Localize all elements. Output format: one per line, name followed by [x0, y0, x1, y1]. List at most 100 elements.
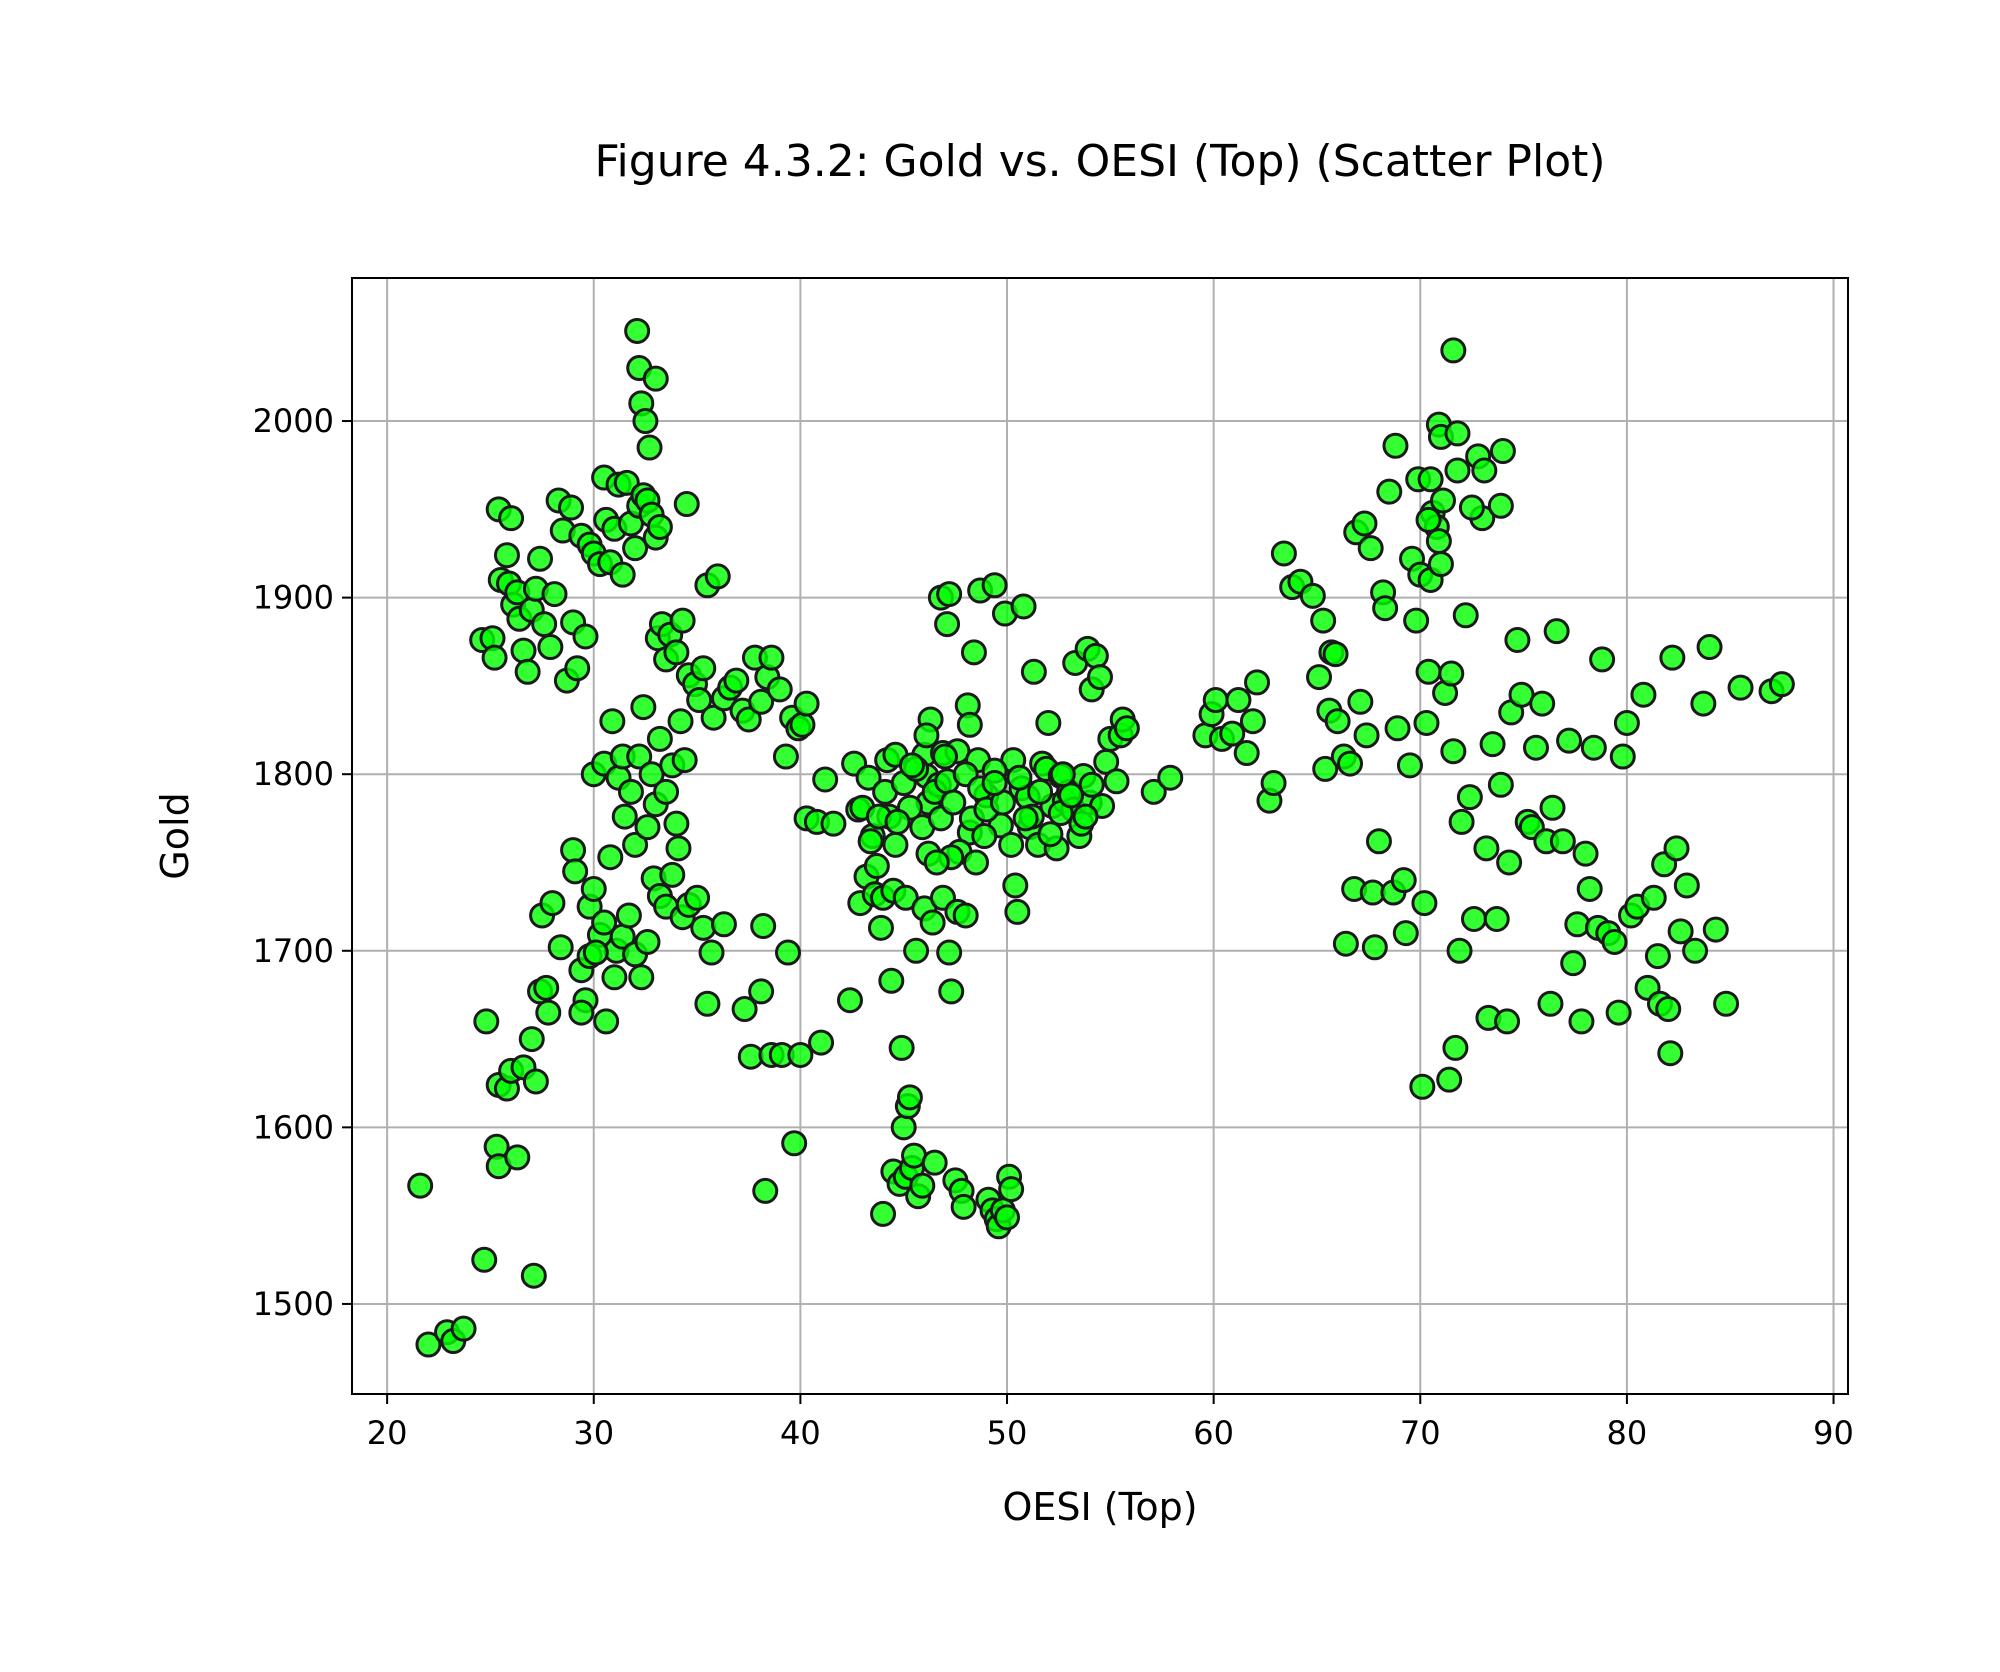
scatter-point [934, 611, 961, 638]
scatter-point [593, 1008, 620, 1035]
scatter-point [952, 902, 979, 929]
scatter-point [626, 743, 653, 770]
scatter-point [1580, 734, 1607, 761]
scatter-point [1572, 840, 1599, 867]
scatter-point [1347, 688, 1374, 715]
scatter-point [774, 939, 801, 966]
scatter-point [1010, 593, 1037, 620]
scatter-point [568, 999, 595, 1026]
scatter-point [1690, 690, 1717, 717]
scatter-point [471, 1246, 498, 1273]
x-axis-label: OESI (Top) [1002, 1485, 1197, 1529]
plot-frame [351, 277, 1849, 1395]
scatter-point [1446, 937, 1473, 964]
scatter-point [690, 914, 717, 941]
scatter-point [1483, 905, 1510, 932]
scatter-point [1372, 595, 1399, 622]
scatter-point [963, 849, 990, 876]
chart-title: Figure 4.3.2: Gold vs. OESI (Top) (Scatt… [594, 136, 1605, 187]
grid [352, 278, 1848, 1394]
scatter-point [1696, 634, 1723, 661]
scatter-point [599, 708, 626, 735]
scatter-point [994, 1204, 1021, 1231]
y-axis-label: Gold [153, 792, 197, 879]
scatter-point [1440, 738, 1467, 765]
scatter-point [1382, 432, 1409, 459]
scatter-point [1427, 551, 1454, 578]
scatter-point [673, 491, 700, 518]
scatter-point [882, 831, 909, 858]
scatter-point [510, 637, 537, 664]
x-tick-label: 40 [780, 1414, 821, 1452]
scatter-point [684, 884, 711, 911]
scatter-point [1659, 644, 1686, 671]
scatter-point [624, 317, 651, 344]
scatter-point [781, 1130, 808, 1157]
scatter-point [896, 1084, 923, 1111]
scatter-point [1322, 641, 1349, 668]
y-tick-label: 1900 [253, 579, 334, 617]
scatter-point [1713, 990, 1740, 1017]
scatter-point [1037, 821, 1064, 848]
scatter-point [1663, 835, 1690, 862]
scatter-point [888, 1034, 915, 1061]
scatter-point [1458, 494, 1485, 521]
scatter-point [1390, 867, 1417, 894]
scatter-point [857, 828, 884, 855]
scatter-point [591, 909, 618, 936]
x-ticks: 20 30 40 50 60 70 80 90 [367, 1394, 1854, 1452]
scatter-point [1002, 872, 1029, 899]
scatter-point [518, 1026, 545, 1053]
scatter-point [533, 974, 560, 1001]
x-tick-label: 20 [367, 1414, 408, 1452]
scatter-point [836, 987, 863, 1014]
scatter-point [1640, 884, 1667, 911]
scatter-point [960, 639, 987, 666]
scatter-point [867, 914, 894, 941]
scatter-point [1219, 720, 1246, 747]
scatter-point [1299, 582, 1326, 609]
scatter-point [748, 688, 775, 715]
scatter-point [1549, 828, 1576, 855]
scatter-point [659, 861, 686, 888]
scatter-point [558, 494, 585, 521]
scatter-point [1487, 492, 1514, 519]
scatter-point [609, 561, 636, 588]
x-tick-label: 30 [573, 1414, 614, 1452]
scatter-point [646, 513, 673, 540]
scatter-point [700, 704, 727, 731]
scatter-point [1576, 875, 1603, 902]
scatter-point [913, 722, 940, 749]
scatter-point [1413, 709, 1440, 736]
scatter-point [1004, 898, 1031, 925]
scatter-point [971, 823, 998, 849]
scatter-point [1560, 950, 1587, 977]
scatter-point [698, 939, 725, 966]
scatter-point [998, 1176, 1025, 1203]
scatter-point [580, 875, 607, 902]
scatter-point [1357, 535, 1384, 562]
scatter-point [998, 831, 1025, 858]
scatter-point [1630, 681, 1657, 708]
x-tick-label: 80 [1607, 1414, 1648, 1452]
scatter-point [1417, 466, 1444, 493]
scatter-point [921, 1149, 948, 1176]
y-tick-label: 1600 [253, 1108, 334, 1146]
y-tick-label: 1700 [253, 932, 334, 970]
scatter-point [572, 623, 599, 650]
scatter-point [1260, 770, 1287, 797]
scatter-point [752, 1177, 779, 1204]
scatter-point [1539, 794, 1566, 821]
x-tick-label: 90 [1813, 1414, 1854, 1452]
scatter-point [1613, 709, 1640, 736]
scatter-point [1489, 438, 1516, 465]
scatter-point [1233, 740, 1260, 767]
scatter-point [1442, 1034, 1469, 1061]
scatter-point [735, 706, 762, 733]
scatter-point [903, 937, 930, 964]
scatter-point [731, 996, 758, 1023]
scatter-point [1012, 805, 1039, 832]
scatter-point [772, 743, 799, 770]
scatter-point [936, 939, 963, 966]
